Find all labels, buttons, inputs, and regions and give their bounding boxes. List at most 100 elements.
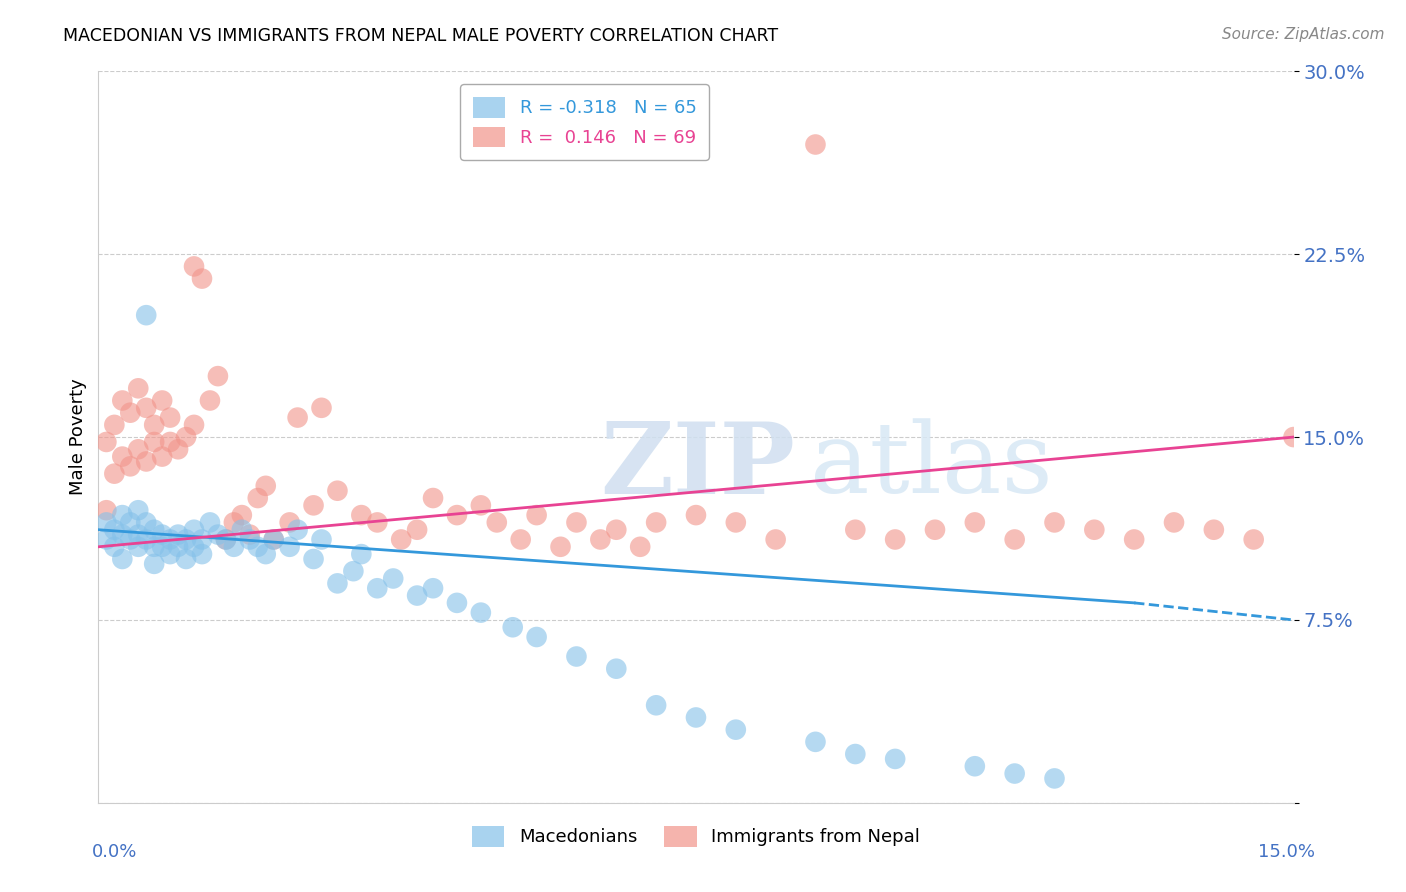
Point: [1004, 766, 1026, 780]
Point: [246, 491, 269, 505]
Point: [191, 547, 214, 561]
Point: [111, 552, 134, 566]
Point: [366, 516, 388, 530]
Point: [183, 523, 205, 537]
Point: [422, 581, 444, 595]
Point: [96, 503, 118, 517]
Point: [159, 533, 181, 547]
Point: [103, 540, 125, 554]
Point: [174, 533, 197, 547]
Point: [239, 533, 262, 547]
Point: [326, 576, 349, 591]
Point: [366, 581, 388, 595]
Point: [191, 533, 214, 547]
Point: [389, 533, 412, 547]
Point: [804, 137, 827, 152]
Point: [167, 540, 190, 554]
Point: [183, 540, 205, 554]
Text: 0.0%: 0.0%: [91, 843, 136, 861]
Point: [174, 552, 197, 566]
Point: [311, 533, 333, 547]
Point: [159, 410, 181, 425]
Point: [765, 533, 787, 547]
Point: [135, 516, 157, 530]
Point: [215, 533, 238, 547]
Point: [446, 508, 468, 522]
Point: [127, 540, 149, 554]
Point: [150, 393, 173, 408]
Point: [1243, 533, 1265, 547]
Point: [502, 620, 524, 634]
Point: [470, 499, 492, 513]
Point: [120, 516, 142, 530]
Point: [96, 516, 118, 530]
Point: [884, 533, 907, 547]
Point: [422, 491, 444, 505]
Point: [111, 393, 134, 408]
Point: [215, 533, 238, 547]
Point: [963, 516, 986, 530]
Point: [231, 523, 253, 537]
Point: [526, 508, 548, 522]
Point: [526, 630, 548, 644]
Point: [589, 533, 612, 547]
Point: [1043, 772, 1066, 786]
Point: [685, 508, 707, 522]
Point: [287, 410, 309, 425]
Point: [724, 516, 747, 530]
Point: [645, 698, 668, 713]
Point: [1043, 516, 1066, 530]
Point: [143, 523, 166, 537]
Point: [159, 434, 181, 449]
Point: [278, 516, 301, 530]
Point: [470, 606, 492, 620]
Text: ZIP: ZIP: [600, 417, 796, 515]
Point: [485, 516, 508, 530]
Point: [406, 523, 429, 537]
Point: [509, 533, 531, 547]
Point: [150, 540, 173, 554]
Point: [174, 430, 197, 444]
Point: [605, 523, 627, 537]
Point: [278, 540, 301, 554]
Point: [350, 508, 373, 522]
Point: [135, 308, 157, 322]
Point: [350, 547, 373, 561]
Point: [222, 516, 245, 530]
Point: [183, 260, 205, 274]
Point: [685, 710, 707, 724]
Point: [550, 540, 572, 554]
Point: [183, 417, 205, 432]
Point: [724, 723, 747, 737]
Point: [103, 467, 125, 481]
Point: [326, 483, 349, 498]
Point: [111, 450, 134, 464]
Point: [103, 417, 125, 432]
Point: [167, 527, 190, 541]
Point: [207, 527, 229, 541]
Text: 15.0%: 15.0%: [1257, 843, 1315, 861]
Point: [135, 454, 157, 468]
Point: [111, 508, 134, 522]
Point: [143, 557, 166, 571]
Point: [1004, 533, 1026, 547]
Point: [143, 417, 166, 432]
Point: [127, 381, 149, 395]
Point: [645, 516, 668, 530]
Point: [111, 527, 134, 541]
Point: [565, 516, 588, 530]
Point: [342, 564, 364, 578]
Point: [263, 533, 285, 547]
Point: [263, 533, 285, 547]
Point: [1083, 523, 1105, 537]
Point: [120, 406, 142, 420]
Point: [198, 516, 221, 530]
Point: [96, 434, 118, 449]
Point: [254, 547, 277, 561]
Point: [1202, 523, 1225, 537]
Point: [127, 527, 149, 541]
Point: [167, 442, 190, 457]
Point: [207, 369, 229, 384]
Point: [159, 547, 181, 561]
Point: [302, 499, 325, 513]
